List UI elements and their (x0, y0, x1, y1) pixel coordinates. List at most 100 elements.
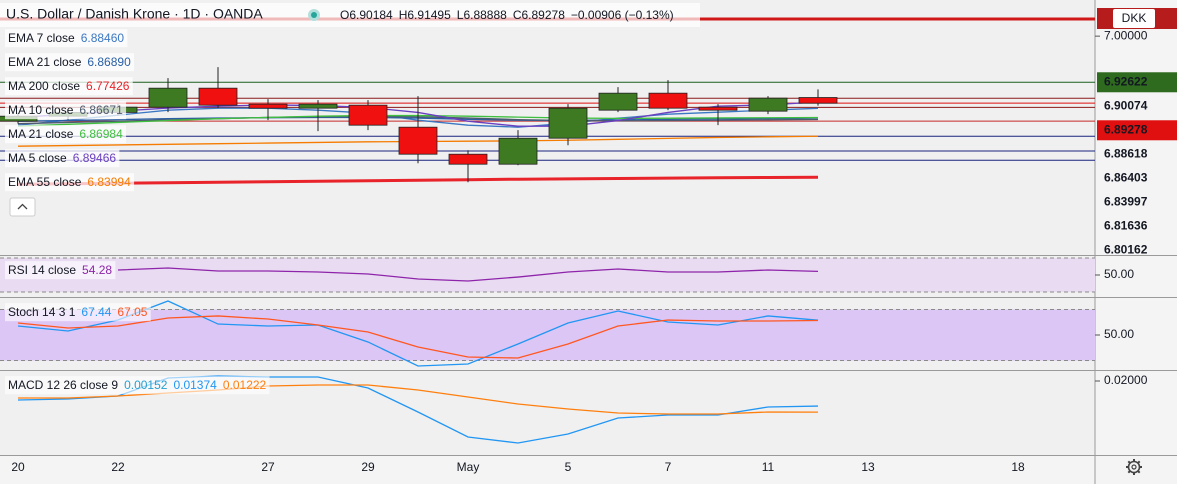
ohlc-low: L6.88888 (457, 8, 507, 22)
legend-name: MA 200 close (8, 79, 80, 93)
time-axis-bg (0, 455, 1177, 484)
legend-name: EMA 21 close (8, 55, 82, 69)
x-tick-label: 11 (762, 460, 775, 474)
candle-body (598, 92, 638, 111)
legend-value: 6.86890 (87, 55, 131, 69)
price-label: 6.88618 (1104, 146, 1148, 160)
legend-item: MA 10 close 6.86671 (8, 103, 123, 117)
collapse-button[interactable] (9, 197, 36, 217)
series-line (17, 300, 819, 367)
settings-icon[interactable] (1126, 459, 1142, 475)
header-bg (0, 3, 700, 27)
candle-body (648, 92, 688, 109)
legend-value: 6.86984 (79, 127, 123, 141)
candle-body (148, 87, 188, 108)
price-label: 6.89278 (1104, 122, 1148, 136)
legend-item: MA 5 close 6.89466 (8, 151, 116, 165)
x-tick-label: 22 (111, 460, 125, 474)
legend-name: MA 5 close (8, 151, 67, 165)
gear-hub (1131, 464, 1137, 470)
band (0, 309, 1095, 361)
legend-value: 0.01374 (173, 378, 217, 392)
gear-teeth (1126, 459, 1142, 475)
price-label: 6.90074 (1104, 98, 1148, 112)
y-tick-label: 50.00 (1104, 267, 1134, 281)
legend-name: MA 21 close (8, 127, 74, 141)
candle-body (198, 87, 238, 106)
currency-label: DKK (1122, 11, 1147, 25)
x-tick-label: 20 (11, 460, 25, 474)
legend-bg (5, 53, 135, 72)
candle-body (398, 126, 438, 155)
x-tick-label: 29 (361, 460, 375, 474)
legend-value: 6.86671 (79, 103, 123, 117)
ohlc-close: C6.89278 (513, 8, 565, 22)
legend-value: 67.44 (81, 305, 111, 319)
price-label: 6.92622 (1104, 74, 1148, 88)
header-title: U.S. Dollar / Danish Krone · 1D · OANDA (6, 6, 263, 22)
legend-bg (5, 77, 133, 96)
candle-body (248, 103, 288, 109)
legend-name: EMA 7 close (8, 31, 75, 45)
status-dot (311, 12, 317, 18)
legend-item: EMA 55 close 6.83994 (8, 175, 131, 189)
legend-value: 0.00152 (124, 378, 168, 392)
collapse-icon (17, 203, 28, 210)
x-tick-label: 27 (261, 460, 275, 474)
legend-item: MACD 12 26 close 9 0.00152 0.01374 0.01222 (8, 378, 267, 392)
legend-value: 67.05 (117, 305, 147, 319)
header-ohlc: O6.90184 H6.91495 L6.88888 C6.89278 −0.00906… (340, 8, 674, 22)
legend-item: Stoch 14 3 1 67.44 67.05 (8, 305, 148, 319)
candle-body (798, 97, 838, 104)
legend-bg (5, 376, 270, 395)
legend-bg (5, 101, 127, 120)
legend-bg (5, 125, 127, 144)
legend-value: 54.28 (82, 263, 112, 277)
band (0, 257, 1095, 293)
plot: EMA 7 close 6.88460 EMA 21 close 6.86890 MA … (0, 29, 1095, 444)
legend-value: 0.01222 (223, 378, 267, 392)
legend-value: 6.88460 (81, 31, 125, 45)
price-label: 6.80162 (1104, 242, 1148, 256)
legend-value: 6.83994 (87, 175, 131, 189)
legend-item: EMA 7 close 6.88460 (8, 31, 124, 45)
legend-title: MACD 12 26 close 9 (8, 378, 118, 392)
x-tick-label: May (457, 460, 480, 474)
candle-body (498, 137, 538, 165)
price-label-box (1097, 120, 1177, 141)
x-tick-label: 18 (1011, 460, 1025, 474)
legend-bg (5, 173, 135, 192)
legend-value: 6.89466 (73, 151, 117, 165)
ohlc-change: −0.00906 (−0.13%) (571, 8, 674, 22)
legend-item: EMA 21 close 6.86890 (8, 55, 131, 69)
legend-item: MA 200 close 6.77426 (8, 79, 130, 93)
price-label: 6.81636 (1104, 218, 1148, 232)
currency-box[interactable] (1113, 9, 1155, 28)
x-tick-label: 7 (665, 460, 672, 474)
candle-body (748, 97, 788, 112)
legend-item: RSI 14 close 54.28 (8, 263, 112, 277)
legend-bg (5, 29, 128, 48)
candle-body (348, 104, 388, 126)
candle-body (698, 106, 738, 111)
legend-name: MA 10 close (8, 103, 74, 117)
candle-body (448, 153, 488, 165)
candle-body (548, 107, 588, 139)
series-line (17, 315, 819, 359)
legend-name: EMA 55 close (8, 175, 82, 189)
y-tick-label: 7.00000 (1104, 28, 1148, 42)
series-line (17, 175, 819, 186)
legend-title: RSI 14 close (8, 263, 76, 277)
series-line (117, 267, 819, 282)
y-tick-label: 50.00 (1104, 327, 1134, 341)
price-label: 6.86403 (1104, 170, 1148, 184)
legend-value: 6.77426 (86, 79, 130, 93)
price-label-box (1097, 72, 1177, 93)
y-tick-label: 0.02000 (1104, 373, 1148, 387)
legend-bg (5, 303, 151, 322)
candle-body (298, 103, 338, 109)
x-tick-label: 13 (861, 460, 875, 474)
legend-bg (5, 149, 120, 168)
